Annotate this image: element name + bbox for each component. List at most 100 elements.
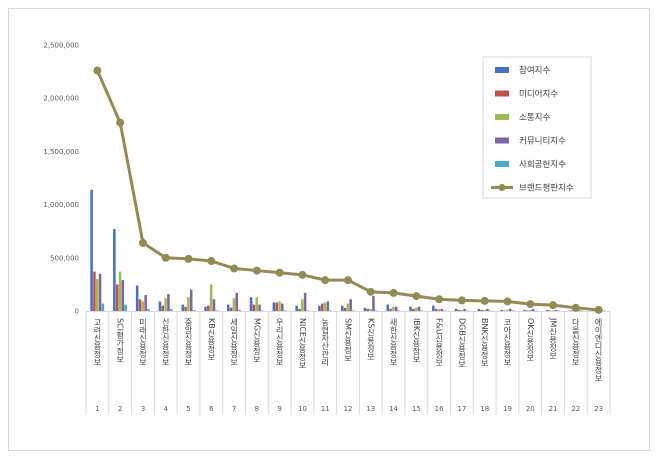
bar-3 [392,306,395,311]
bar-1 [113,229,116,311]
line-point [298,270,307,279]
bar-1 [227,304,230,311]
bar-5 [101,303,105,311]
category-label: 우리신용정보 [275,318,284,366]
bar-4 [98,273,102,311]
bar-4 [167,293,170,311]
legend-swatch-marker [498,184,506,191]
bar-2 [389,308,392,311]
bar-3 [95,279,99,311]
bar-4 [440,308,444,311]
bar-3 [278,301,281,311]
category-label: KB신용정보 [207,318,216,361]
bar-4 [463,308,466,311]
category-number: 16 [435,405,444,413]
category-number: 8 [255,405,259,413]
category-label: NICE신용정보 [298,318,307,369]
category-label: SCI평가정보 [115,318,124,363]
line-point [480,296,489,305]
bar-2 [184,306,187,311]
line-point [344,276,352,285]
bar-5 [352,310,355,311]
bar-5 [443,310,446,311]
bar-4 [281,303,284,311]
bar-5 [534,310,538,311]
bar-1 [477,308,481,311]
bar-5 [124,304,127,311]
bar-2 [138,299,142,311]
category-label: 농협자산관리 [320,318,329,367]
bar-1 [432,305,435,311]
line-point [252,266,261,275]
legend-swatch [495,67,509,73]
line-point [116,118,125,127]
bar-3 [369,308,372,311]
bar-5 [147,308,150,311]
bar-3 [232,298,236,311]
bar-5 [420,310,424,311]
bar-3 [209,284,213,311]
bar-2 [252,304,256,311]
bar-1 [158,301,162,311]
category-number: 22 [571,405,580,413]
bar-5 [261,310,264,311]
category-number: 23 [594,405,603,413]
bar-4 [235,292,239,311]
line-point [526,300,535,309]
bar-1 [545,309,549,311]
line-point [503,297,512,306]
bar-3 [301,299,304,311]
bar-3 [118,271,122,311]
category-number: 17 [457,405,466,413]
category-label: OK신용정보 [526,318,535,362]
bar-1 [568,310,572,311]
bar-5 [488,310,492,311]
bar-4 [554,309,557,311]
category-number: 13 [366,405,375,413]
bar-2 [412,308,415,311]
bar-5 [283,310,287,311]
y-tick-label: 2,000,000 [43,95,79,103]
bar-4 [144,295,147,311]
category-label: 코아신용정보 [503,318,512,366]
bar-5 [466,310,469,311]
bar-4 [394,306,398,311]
line-point [184,254,193,263]
line-point [366,287,375,296]
line-point [389,288,398,297]
bar-4 [417,306,421,311]
bar-3 [187,297,190,311]
bar-5 [580,310,583,311]
category-label: 새한신용정보 [389,318,398,366]
category-label: 세일신용정보 [230,318,239,366]
bar-5 [511,310,515,311]
bar-2 [298,308,301,311]
line-point [594,305,603,314]
bar-5 [397,310,401,311]
bar-5 [557,310,560,311]
bar-3 [551,310,555,311]
legend-label: 사회공헌지수 [519,160,566,170]
category-number: 15 [412,405,421,413]
bar-3 [414,307,418,311]
bar-1 [363,307,367,311]
legend-label: 미디어지수 [519,89,558,100]
category-label: SM신용정보 [344,318,353,362]
legend-label: 브랜드평판지수 [519,183,574,194]
bar-4 [326,301,330,311]
bar-3 [437,308,441,311]
line-point [321,276,330,285]
category-label: IBK신용정보 [412,318,421,363]
category-label: F&U신용정보 [435,318,444,367]
category-number: 10 [298,405,307,413]
bar-4 [531,308,535,311]
bar-1 [181,304,184,311]
legend-swatch [495,114,509,120]
bar-2 [320,303,324,311]
bar-2 [571,310,575,311]
bar-3 [506,309,509,311]
line-point [230,264,239,273]
bar-5 [602,310,606,311]
bar-4 [212,299,216,311]
bar-4 [258,304,261,311]
